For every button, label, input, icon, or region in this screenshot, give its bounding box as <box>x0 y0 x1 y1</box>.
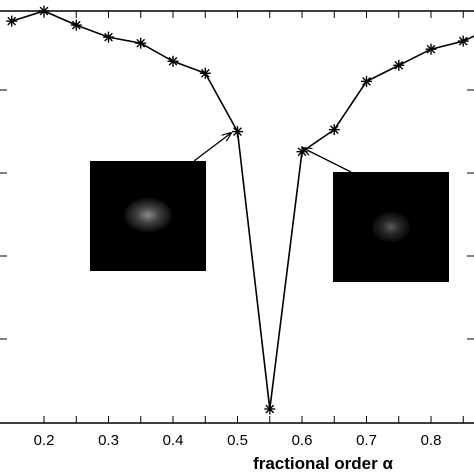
data-point <box>264 403 276 415</box>
data-point <box>167 55 179 67</box>
x-axis-label: fractional order α <box>253 454 393 473</box>
x-tick-label: 0.3 <box>98 432 119 449</box>
data-point <box>425 43 437 55</box>
data-point <box>6 15 18 27</box>
x-axis-tick-labels: 0.2 0.3 0.4 0.5 0.6 0.7 0.8 <box>34 432 442 449</box>
data-point <box>199 67 211 79</box>
data-point <box>393 59 405 71</box>
series-line <box>11 10 474 410</box>
x-axis-ticks <box>43 11 464 423</box>
data-point <box>103 31 114 43</box>
data-point <box>361 75 372 87</box>
annotation-arrow-right <box>303 148 352 173</box>
data-point <box>328 124 340 136</box>
x-tick-label: 0.8 <box>421 432 442 449</box>
x-tick-label: 0.4 <box>163 432 184 449</box>
x-tick-label: 0.7 <box>356 432 377 449</box>
inset-image-right <box>333 172 449 282</box>
x-tick-label: 0.6 <box>292 432 313 449</box>
data-point <box>70 19 82 31</box>
data-point <box>296 146 308 158</box>
data-point <box>232 126 243 138</box>
data-point <box>135 37 147 49</box>
data-point <box>457 35 469 47</box>
data-point-markers <box>6 5 469 415</box>
x-tick-label: 0.2 <box>34 432 55 449</box>
x-tick-label: 0.5 <box>227 432 248 449</box>
data-point <box>38 5 50 17</box>
annotation-arrow-left <box>193 133 231 162</box>
y-axis-ticks <box>0 10 474 424</box>
inset-image-left <box>90 161 206 271</box>
